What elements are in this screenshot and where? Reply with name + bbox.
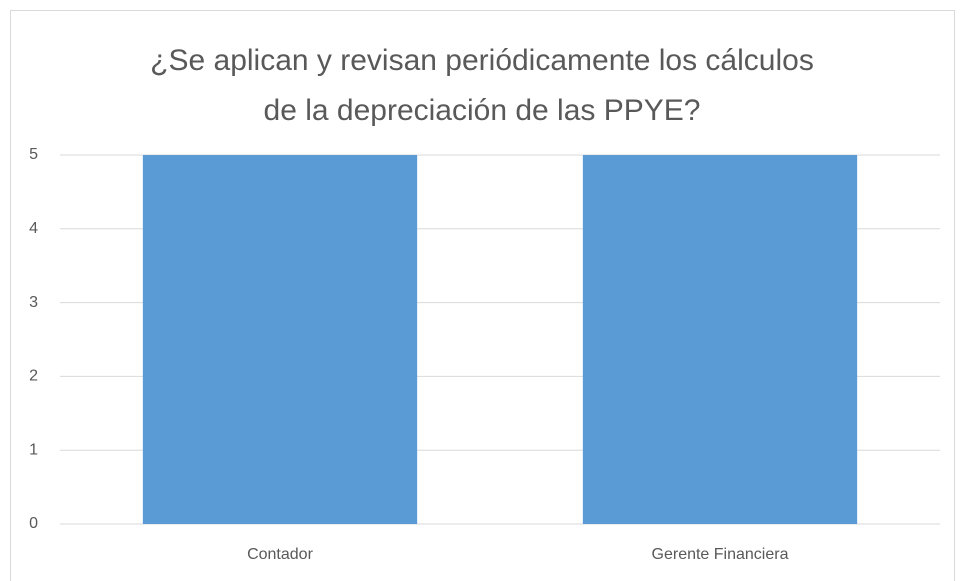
x-tick-label: Gerente Financiera — [652, 546, 789, 563]
chart-title: de la depreciación de las PPYE? — [264, 94, 701, 127]
y-tick-label: 1 — [29, 441, 38, 458]
y-tick-label: 3 — [29, 294, 38, 311]
bar — [142, 155, 418, 524]
chart-title: ¿Se aplican y revisan periódicamente los… — [150, 44, 814, 77]
y-tick-label: 2 — [29, 368, 38, 385]
bar — [582, 155, 858, 524]
x-tick-label: Contador — [247, 546, 313, 563]
y-tick-label: 0 — [29, 515, 38, 532]
y-tick-label: 5 — [29, 146, 38, 163]
y-tick-label: 4 — [29, 220, 38, 237]
